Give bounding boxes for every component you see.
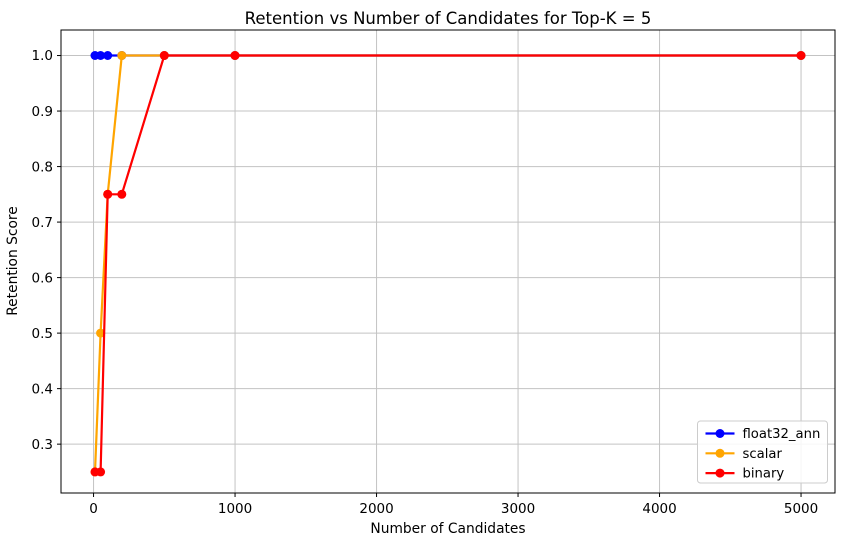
y-tick-label: 0.4 [32, 381, 53, 397]
legend-marker-float32_ann [715, 429, 725, 438]
x-tick-label: 5000 [784, 501, 818, 517]
data-point-scalar [96, 328, 106, 338]
y-tick-label: 1.0 [32, 48, 53, 64]
x-tick-label: 2000 [359, 501, 393, 517]
y-tick-label: 0.3 [32, 437, 53, 453]
chart-title: Retention vs Number of Candidates for To… [245, 9, 652, 28]
y-tick-label: 0.7 [32, 215, 53, 231]
y-tick-label: 0.5 [32, 326, 53, 342]
data-point-binary [117, 189, 127, 199]
y-tick-label: 0.8 [32, 159, 53, 175]
data-point-scalar [117, 51, 127, 60]
x-tick-label: 3000 [501, 501, 535, 517]
data-point-float32_ann [96, 51, 106, 60]
x-axis-label: Number of Candidates [370, 521, 525, 537]
y-tick-label: 0.6 [32, 270, 53, 286]
legend-marker-binary [715, 468, 725, 478]
legend-label-float32_ann: float32_ann [743, 427, 821, 442]
series-line-binary [93, 54, 803, 473]
series-layer [90, 51, 806, 477]
data-point-binary [103, 189, 113, 199]
data-point-binary [796, 51, 806, 60]
y-axis-label: Retention Score [5, 206, 21, 316]
y-tick-label: 0.9 [32, 104, 53, 120]
series-line-scalar [93, 54, 803, 473]
legend-box [697, 420, 828, 484]
x-tick-label: 4000 [642, 501, 676, 517]
x-tick-label: 1000 [218, 501, 252, 517]
data-point-binary [96, 467, 106, 477]
legend-marker-scalar [715, 448, 725, 458]
data-point-binary [230, 51, 240, 60]
x-tick-label: 0 [89, 501, 98, 517]
plot-frame [60, 29, 836, 494]
tick-layer: 0 1000 2000 3000 4000 5000 0.3 0.4 0.5 0.6 0.7 0.8 0… [32, 48, 819, 517]
data-point-binary [159, 51, 169, 60]
legend-label-scalar: scalar [743, 447, 783, 462]
legend-label-binary: binary [743, 467, 785, 482]
data-point-float32_ann [103, 51, 113, 60]
